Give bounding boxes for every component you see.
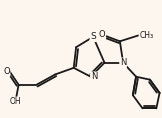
Text: N: N [120, 58, 126, 67]
Text: N: N [91, 72, 97, 81]
Text: CH₃: CH₃ [139, 31, 153, 40]
Text: O: O [99, 30, 105, 39]
Text: O: O [3, 67, 10, 76]
Text: OH: OH [10, 97, 21, 106]
Text: S: S [90, 32, 96, 41]
